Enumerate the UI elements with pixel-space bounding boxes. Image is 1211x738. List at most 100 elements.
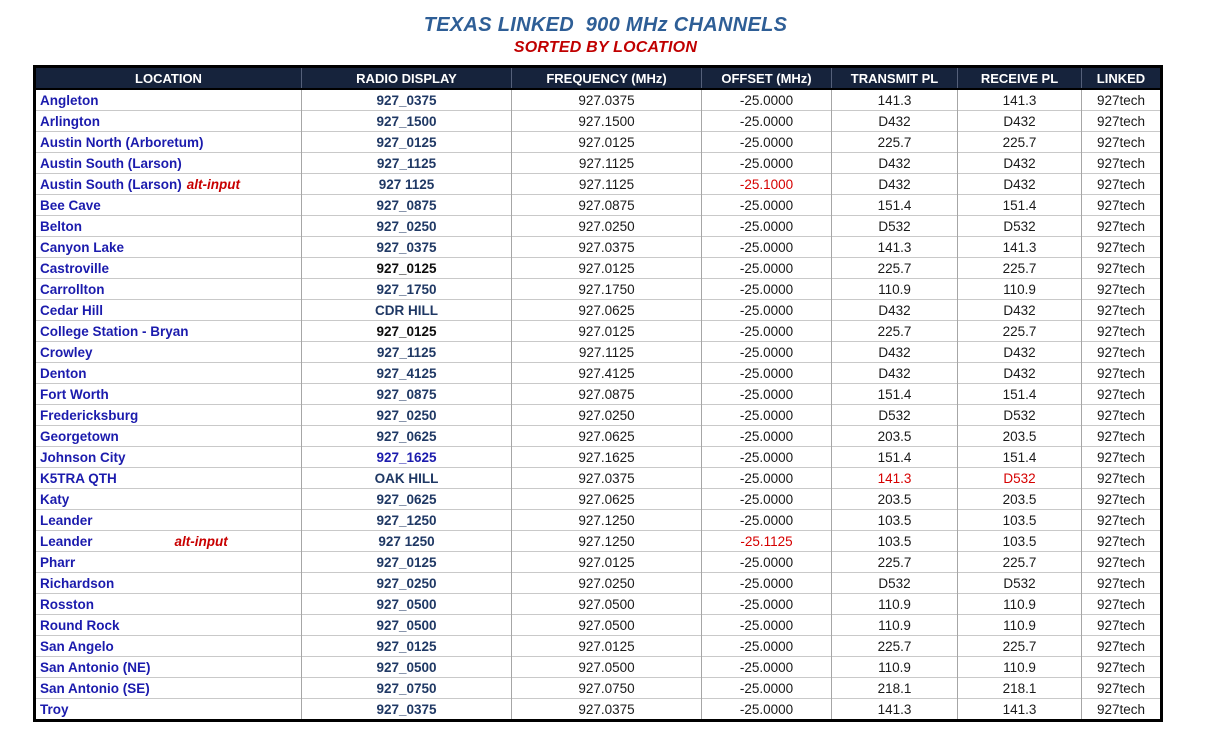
table-row: Carrollton 927_1750 927.1750 -25.0000 11… <box>34 278 1162 300</box>
table-row: Austin North (Arboretum) 927_0125 927.01… <box>34 131 1162 153</box>
location-label: Cedar Hill <box>40 302 104 318</box>
channels-table: LOCATION RADIO DISPLAY FREQUENCY (MHz) OFFS… <box>33 65 1163 722</box>
location-cell: Leander <box>34 509 302 531</box>
transmit-pl-cell: 103.5 <box>831 509 958 531</box>
location-label: College Station - Bryan <box>40 323 189 339</box>
frequency-cell: 927.0500 <box>511 656 702 678</box>
table-row: Austin South (Larson) 927_1125 927.1125 … <box>34 152 1162 174</box>
location-label: Katy <box>40 491 70 507</box>
table-row: Bee Cave 927_0875 927.0875 -25.0000 151.… <box>34 194 1162 216</box>
alt-input-label: alt-input <box>186 176 240 192</box>
frequency-cell: 927.1125 <box>511 341 702 363</box>
transmit-pl-cell: 225.7 <box>831 257 958 279</box>
offset-cell: -25.0000 <box>701 236 832 258</box>
location-cell: Pharr <box>34 551 302 573</box>
receive-pl-cell: 151.4 <box>957 194 1082 216</box>
location-label: Rosston <box>40 596 94 612</box>
frequency-cell: 927.0250 <box>511 215 702 237</box>
offset-cell: -25.0000 <box>701 299 832 321</box>
table-row: Crowley 927_1125 927.1125 -25.0000 D432 … <box>34 341 1162 363</box>
location-label: Johnson City <box>40 449 126 465</box>
receive-pl-cell: 151.4 <box>957 446 1082 468</box>
page-title: TEXAS LINKED 900 MHz CHANNELS <box>423 14 788 36</box>
linked-cell: 927tech <box>1081 530 1162 552</box>
radio-display-cell: 927 1250 <box>301 530 512 552</box>
location-label: Denton <box>40 365 87 381</box>
offset-cell: -25.0000 <box>701 215 832 237</box>
table-row: Leander alt-input 927 1250 927.1250 -25.1… <box>34 530 1162 552</box>
radio-display-cell: 927_1125 <box>301 152 512 174</box>
radio-display-cell: 927_0375 <box>301 698 512 721</box>
location-cell: Denton <box>34 362 302 384</box>
column-header-3: OFFSET (MHz) <box>701 66 832 90</box>
receive-pl-cell: D532 <box>957 572 1082 594</box>
receive-pl-cell: 225.7 <box>957 131 1082 153</box>
offset-cell: -25.1125 <box>701 530 832 552</box>
transmit-pl-cell: D532 <box>831 404 958 426</box>
frequency-cell: 927.0875 <box>511 194 702 216</box>
transmit-pl-cell: 151.4 <box>831 383 958 405</box>
table-row: San Antonio (NE) 927_0500 927.0500 -25.0… <box>34 656 1162 678</box>
receive-pl-cell: 141.3 <box>957 236 1082 258</box>
receive-pl-cell: D432 <box>957 173 1082 195</box>
radio-display-cell: 927_0250 <box>301 215 512 237</box>
receive-pl-cell: 225.7 <box>957 551 1082 573</box>
offset-cell: -25.0000 <box>701 446 832 468</box>
location-label: Canyon Lake <box>40 239 125 255</box>
frequency-cell: 927.0625 <box>511 425 702 447</box>
frequency-cell: 927.1750 <box>511 278 702 300</box>
linked-cell: 927tech <box>1081 446 1162 468</box>
receive-pl-cell: D532 <box>957 467 1082 489</box>
linked-cell: 927tech <box>1081 467 1162 489</box>
radio-display-cell: 927_0250 <box>301 404 512 426</box>
linked-cell: 927tech <box>1081 341 1162 363</box>
linked-cell: 927tech <box>1081 551 1162 573</box>
table-header-row: LOCATION RADIO DISPLAY FREQUENCY (MHz) OFFS… <box>34 66 1162 90</box>
transmit-pl-cell: D432 <box>831 362 958 384</box>
frequency-cell: 927.0875 <box>511 383 702 405</box>
receive-pl-cell: 110.9 <box>957 278 1082 300</box>
location-cell: Belton <box>34 215 302 237</box>
frequency-cell: 927.0500 <box>511 593 702 615</box>
transmit-pl-cell: 110.9 <box>831 656 958 678</box>
offset-cell: -25.0000 <box>701 572 832 594</box>
location-cell: Rosston <box>34 593 302 615</box>
radio-display-cell: 927_0500 <box>301 593 512 615</box>
linked-cell: 927tech <box>1081 362 1162 384</box>
transmit-pl-cell: 151.4 <box>831 446 958 468</box>
table-body: Angleton 927_0375 927.0375 -25.0000 141.… <box>34 89 1162 721</box>
radio-display-cell: 927_0125 <box>301 551 512 573</box>
location-label: K5TRA QTH <box>40 470 117 486</box>
page-subtitle: SORTED BY LOCATION <box>513 39 698 56</box>
receive-pl-cell: 203.5 <box>957 425 1082 447</box>
frequency-cell: 927.0375 <box>511 698 702 721</box>
transmit-pl-cell: 141.3 <box>831 467 958 489</box>
location-label: Austin South (Larson) <box>40 176 182 192</box>
radio-display-cell: 927_0875 <box>301 194 512 216</box>
linked-cell: 927tech <box>1081 194 1162 216</box>
receive-pl-cell: D432 <box>957 299 1082 321</box>
receive-pl-cell: 110.9 <box>957 656 1082 678</box>
offset-cell: -25.0000 <box>701 614 832 636</box>
receive-pl-cell: 103.5 <box>957 530 1082 552</box>
table-row: Richardson 927_0250 927.0250 -25.0000 D5… <box>34 572 1162 594</box>
location-label: Fort Worth <box>40 386 109 402</box>
transmit-pl-cell: 225.7 <box>831 635 958 657</box>
offset-cell: -25.0000 <box>701 635 832 657</box>
location-cell: Fredericksburg <box>34 404 302 426</box>
frequency-cell: 927.0250 <box>511 404 702 426</box>
radio-display-cell: 927_0125 <box>301 635 512 657</box>
linked-cell: 927tech <box>1081 488 1162 510</box>
receive-pl-cell: 141.3 <box>957 89 1082 111</box>
location-cell: Arlington <box>34 110 302 132</box>
table-row: Cedar Hill CDR HILL 927.0625 -25.0000 D4… <box>34 299 1162 321</box>
transmit-pl-cell: D432 <box>831 173 958 195</box>
linked-cell: 927tech <box>1081 320 1162 342</box>
receive-pl-cell: 103.5 <box>957 509 1082 531</box>
radio-display-cell: 927_0125 <box>301 131 512 153</box>
receive-pl-cell: 203.5 <box>957 488 1082 510</box>
location-cell: Castroville <box>34 257 302 279</box>
frequency-cell: 927.0125 <box>511 635 702 657</box>
radio-display-cell: 927_0250 <box>301 572 512 594</box>
